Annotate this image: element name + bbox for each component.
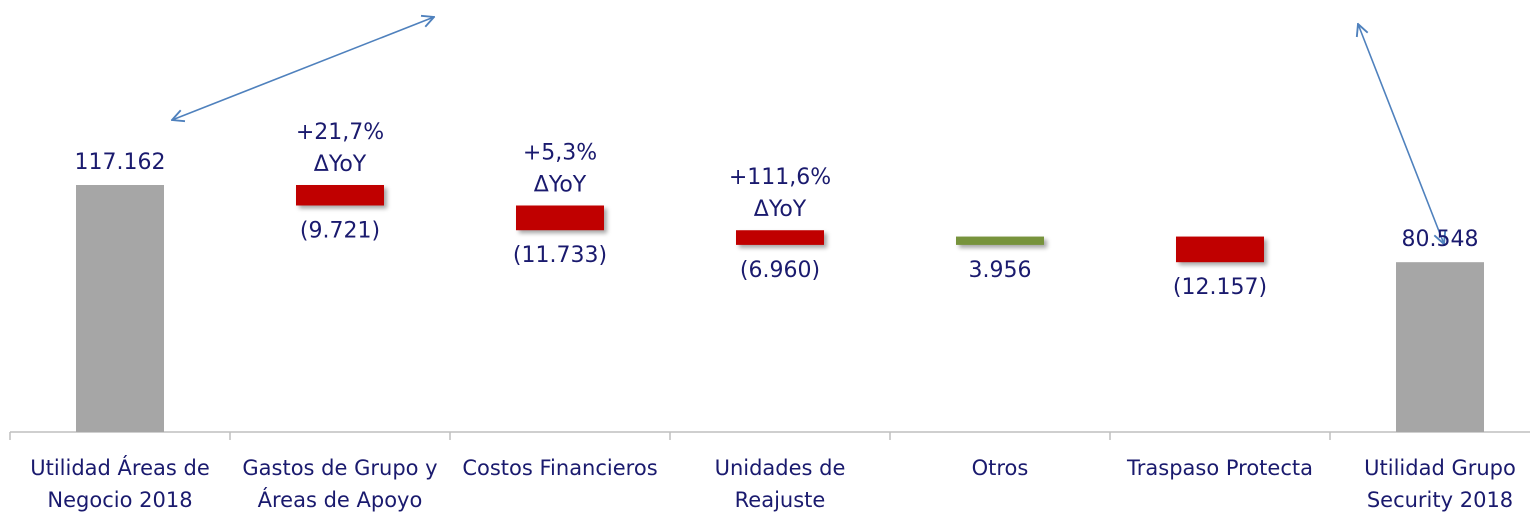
annotation: +21,7% — [296, 120, 384, 145]
value-label: (11.733) — [513, 243, 607, 268]
x-tick-label: Otros — [971, 456, 1029, 480]
value-label: (9.721) — [300, 218, 380, 243]
x-tick-label: Utilidad Áreas de Negocio 2018 — [30, 456, 210, 512]
value-label: 3.956 — [969, 258, 1032, 283]
bar — [956, 236, 1044, 245]
value-label: (12.157) — [1173, 275, 1267, 300]
value-label: (6.960) — [740, 258, 820, 283]
annotation: +111,6% — [729, 165, 831, 190]
bar — [516, 205, 604, 231]
bar — [296, 185, 384, 206]
annotation: ΔYoY — [314, 152, 367, 177]
value-label: 117.162 — [75, 150, 166, 175]
x-tick-label: Gastos de Grupo y Áreas de Apoyo — [242, 456, 438, 512]
x-tick-label: Traspaso Protecta — [1127, 456, 1313, 480]
comparison-arrow — [172, 17, 434, 120]
bar — [1396, 262, 1484, 432]
bar — [1176, 236, 1264, 263]
value-label: 80.548 — [1402, 227, 1479, 252]
bar — [76, 185, 164, 432]
annotation: ΔYoY — [754, 197, 807, 222]
comparison-arrow — [1358, 24, 1444, 244]
annotation: +5,3% — [523, 140, 597, 165]
annotation: ΔYoY — [534, 172, 587, 197]
x-tick-label: Unidades de Reajuste — [714, 456, 846, 512]
bar — [736, 230, 824, 245]
x-tick-label: Costos Financieros — [462, 456, 658, 480]
x-tick-label: Utilidad Grupo Security 2018 — [1364, 456, 1516, 512]
